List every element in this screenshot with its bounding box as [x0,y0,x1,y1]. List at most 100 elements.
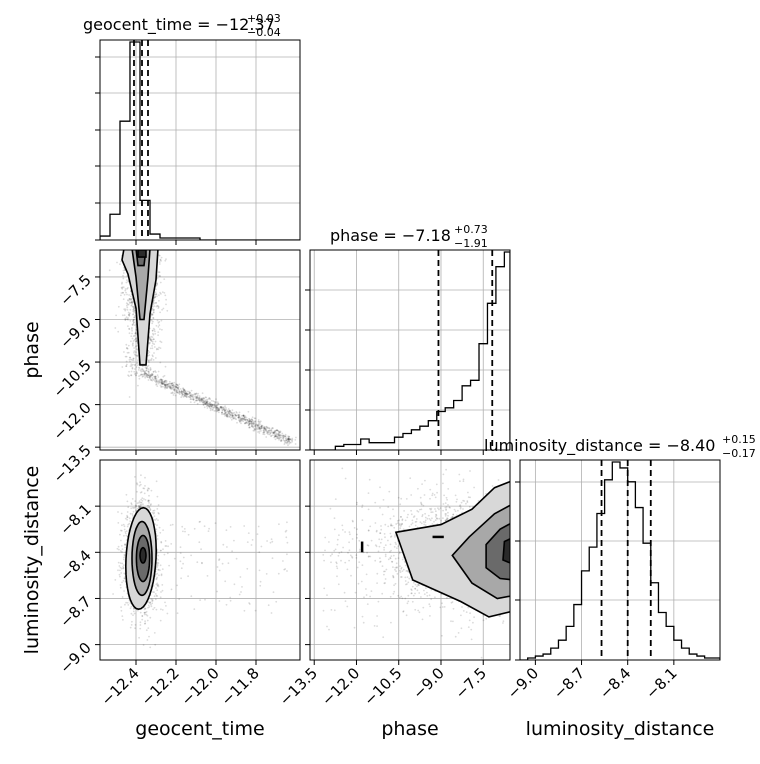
scatter-geocent-time-phase-sample-point [202,392,204,394]
scatter-geocent-time-phase-sample-point [239,420,241,422]
scatter-phase-ld-sample-point [406,517,408,519]
scatter-geocent-time-phase-sample-point [154,296,156,298]
scatter-geocent-time-ld-x-tick-label: −11.8 [218,664,263,709]
scatter-geocent-time-phase-sample-point [208,398,210,400]
scatter-geocent-time-ld-sample-point [124,529,126,531]
scatter-geocent-time-ld-sample-point [156,480,158,482]
scatter-geocent-time-ld-sample-point [121,610,123,612]
scatter-geocent-time-phase-sample-point [126,305,128,307]
scatter-geocent-time-ld-sample-point [131,624,133,626]
scatter-geocent-time-ld-sample-point [132,513,134,515]
scatter-geocent-time-phase-sample-point [152,343,154,345]
scatter-geocent-time-ld-sample-point [159,532,161,534]
scatter-geocent-time-ld-sample-point [247,541,249,543]
scatter-geocent-time-ld-sample-point [160,596,162,598]
scatter-geocent-time-phase-sample-point [216,407,218,409]
scatter-geocent-time-ld-sample-point [132,515,134,517]
scatter-geocent-time-phase-sample-point [175,395,177,397]
scatter-phase-ld-sample-point [455,495,457,497]
scatter-geocent-time-phase-sample-point [155,357,157,359]
scatter-geocent-time-phase-sample-point [158,322,160,324]
scatter-geocent-time-ld-sample-point [141,619,143,621]
scatter-geocent-time-phase-sample-point [130,363,132,365]
scatter-geocent-time-ld-sample-point [139,500,141,502]
scatter-geocent-time-ld-sample-point [120,572,122,574]
scatter-geocent-time-phase-sample-point [154,346,156,348]
scatter-geocent-time-ld-sample-point [190,555,192,557]
scatter-geocent-time-phase-sample-point [118,306,120,308]
scatter-geocent-time-ld-sample-point [149,617,151,619]
scatter-geocent-time-ld-sample-point [155,598,157,600]
scatter-geocent-time-phase-sample-point [239,412,241,414]
scatter-geocent-time-ld-sample-point [120,587,122,589]
scatter-geocent-time-phase-sample-point [127,309,129,311]
scatter-geocent-time-ld-sample-point [244,610,246,612]
scatter-geocent-time-ld-sample-point [124,544,126,546]
scatter-geocent-time-phase-sample-point [152,330,154,332]
scatter-geocent-time-phase-sample-point [263,430,265,432]
scatter-geocent-time-phase-sample-point [142,369,144,371]
scatter-geocent-time-ld-sample-point [144,620,146,622]
title-phase-lower: −1.91 [454,237,488,250]
scatter-geocent-time-ld-plot-area [100,460,300,660]
scatter-geocent-time-phase-sample-point [277,437,279,439]
scatter-geocent-time-ld-sample-point [150,504,152,506]
scatter-geocent-time-ld-x-tick-label: −12.4 [98,664,143,709]
scatter-geocent-time-phase-sample-point [182,391,184,393]
scatter-geocent-time-phase-sample-point [134,354,136,356]
scatter-geocent-time-phase-sample-point [176,386,178,388]
scatter-geocent-time-phase-sample-point [137,359,139,361]
scatter-geocent-time-ld-sample-point [156,566,158,568]
scatter-geocent-time-ld-sample-point [151,605,153,607]
scatter-geocent-time-ld-sample-point [131,606,133,608]
scatter-geocent-time-ld-sample-point [184,528,186,530]
scatter-geocent-time-phase-sample-point [131,327,133,329]
scatter-geocent-time-phase-sample-point [252,416,254,418]
scatter-geocent-time-phase-sample-point [126,316,128,318]
scatter-geocent-time-phase-sample-point [199,397,201,399]
scatter-geocent-time-ld-sample-point [151,490,153,492]
scatter-geocent-time-phase-sample-point [213,407,215,409]
scatter-geocent-time-ld-sample-point [153,512,155,514]
scatter-geocent-time-ld-sample-point [180,577,182,579]
scatter-geocent-time-ld-sample-point [160,620,162,622]
scatter-geocent-time-phase-sample-point [227,415,229,417]
scatter-geocent-time-ld-sample-point [118,546,120,548]
scatter-geocent-time-ld-sample-point [157,538,159,540]
scatter-geocent-time-phase-sample-point [208,406,210,408]
scatter-geocent-time-ld-sample-point [170,524,172,526]
scatter-geocent-time-ld-sample-point [181,526,183,528]
scatter-geocent-time-ld-sample-point [154,515,156,517]
scatter-geocent-time-phase-sample-point [195,400,197,402]
scatter-geocent-time-phase-sample-point [126,279,128,281]
scatter-geocent-time-ld-sample-point [190,595,192,597]
scatter-geocent-time-ld-sample-point [125,533,127,535]
scatter-phase-ld-sample-point [407,595,409,597]
scatter-geocent-time-phase-sample-point [139,367,141,369]
scatter-geocent-time-phase-sample-point [152,317,154,319]
scatter-geocent-time-ld-sample-point [157,555,159,557]
scatter-geocent-time-ld-sample-point [168,565,170,567]
scatter-geocent-time-phase-sample-point [159,328,161,330]
scatter-geocent-time-phase-sample-point [151,374,153,376]
scatter-geocent-time-phase-sample-point [238,416,240,418]
scatter-geocent-time-ld-sample-point [120,567,122,569]
scatter-phase-ld-sample-point [400,498,402,500]
scatter-geocent-time-phase-sample-point [154,333,156,335]
scatter-geocent-time-ld-sample-point [148,502,150,504]
scatter-geocent-time-ld-sample-point [124,547,126,549]
scatter-geocent-time-phase-sample-point [229,410,231,412]
scatter-geocent-time-ld-sample-point [124,555,126,557]
scatter-geocent-time-phase-sample-point [132,342,134,344]
scatter-geocent-time-phase-sample-point [165,366,167,368]
scatter-geocent-time-phase-sample-point [203,402,205,404]
scatter-geocent-time-ld-sample-point [207,575,209,577]
scatter-geocent-time-ld-sample-point [154,595,156,597]
scatter-geocent-time-phase-sample-point [287,441,289,443]
scatter-geocent-time-ld-sample-point [275,601,277,603]
scatter-geocent-time-phase-sample-point [142,376,144,378]
scatter-geocent-time-phase-sample-point [133,358,135,360]
scatter-geocent-time-ld-sample-point [170,543,172,545]
scatter-geocent-time-ld-sample-point [171,589,173,591]
scatter-geocent-time-ld-sample-point [271,541,273,543]
